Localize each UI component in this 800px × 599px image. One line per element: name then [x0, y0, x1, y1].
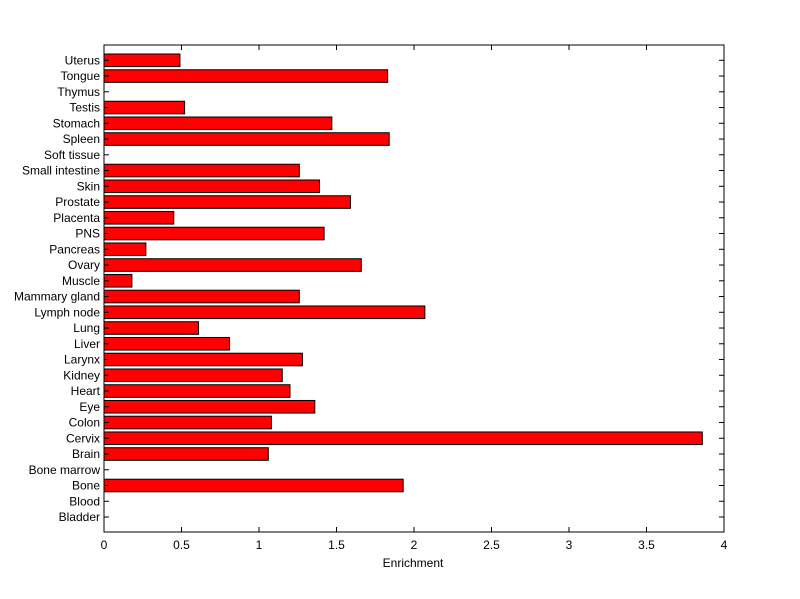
y-tick-label: Placenta [53, 211, 100, 225]
x-tick-label: 3.5 [638, 538, 655, 552]
bar-pancreas [103, 242, 147, 257]
bar-ovary [103, 258, 362, 272]
y-tick-label: Prostate [55, 195, 100, 209]
y-tick-label: Eye [79, 400, 100, 414]
x-axis-label: Enrichment [383, 556, 444, 570]
bar-testis [103, 100, 186, 115]
x-tick-label: 0.5 [173, 538, 190, 552]
y-tick-label: Thymus [57, 85, 100, 99]
y-tick-label: Mammary gland [14, 290, 100, 304]
y-tick-label: Bone [72, 479, 100, 493]
y-tick-label: Uterus [65, 53, 100, 67]
bars-group [103, 53, 703, 493]
y-tick-label: Heart [71, 384, 101, 398]
bar-prostate [103, 195, 351, 209]
x-tick-label: 1 [256, 538, 263, 552]
bar-pns [103, 226, 325, 241]
y-tick-label: Skin [77, 179, 100, 193]
y-tick-label: Cervix [66, 431, 100, 445]
bar-larynx [103, 352, 303, 367]
y-tick-label: PNS [75, 227, 100, 241]
bar-eye [103, 399, 316, 414]
y-tick-label: Brain [72, 447, 100, 461]
y-tick-label: Kidney [63, 368, 100, 382]
x-tick-label: 4 [721, 538, 728, 552]
bar-stomach [103, 116, 333, 131]
bar-liver [103, 336, 231, 351]
bar-lung [103, 321, 200, 335]
y-tick-label: Larynx [64, 353, 100, 367]
bar-spleen [103, 132, 390, 146]
x-tick-label: 3 [566, 538, 573, 552]
bar-placenta [103, 210, 175, 225]
bar-bone [103, 478, 404, 493]
bar-skin [103, 179, 320, 194]
y-tick-label: Tongue [61, 69, 101, 83]
y-tick-label: Bone marrow [29, 463, 101, 477]
y-tick-label: Blood [69, 494, 100, 508]
x-axis: 0 0.5 1 1.5 2 2.5 3 3.5 4 [101, 45, 728, 552]
y-tick-label: Muscle [62, 274, 100, 288]
bar-uterus [103, 53, 181, 68]
bar-brain [103, 447, 269, 461]
y-tick-label: Soft tissue [44, 148, 100, 162]
x-tick-label: 2.5 [483, 538, 500, 552]
x-tick-label: 0 [101, 538, 108, 552]
y-tick-label: Stomach [53, 116, 100, 130]
y-tick-label: Small intestine [22, 164, 100, 178]
y-tick-label: Lymph node [34, 305, 100, 319]
bar-heart [103, 384, 291, 398]
bar-mammary-gland [103, 289, 300, 304]
y-tick-label: Lung [73, 321, 100, 335]
bar-cervix [103, 431, 703, 446]
y-tick-label: Ovary [68, 258, 100, 272]
bar-lymph-node [103, 305, 426, 320]
y-tick-label: Testis [69, 101, 100, 115]
y-tick-label: Liver [74, 337, 100, 351]
bar-kidney [103, 368, 283, 383]
bar-colon [103, 415, 272, 430]
y-tick-label: Pancreas [49, 242, 100, 256]
y-tick-label: Bladder [59, 510, 100, 524]
y-tick-label: Colon [69, 416, 100, 430]
x-tick-label: 2 [411, 538, 418, 552]
y-tick-label: Spleen [63, 132, 100, 146]
bar-small-intestine [103, 163, 300, 178]
bar-tongue [103, 69, 389, 83]
x-tick-label: 1.5 [328, 538, 345, 552]
